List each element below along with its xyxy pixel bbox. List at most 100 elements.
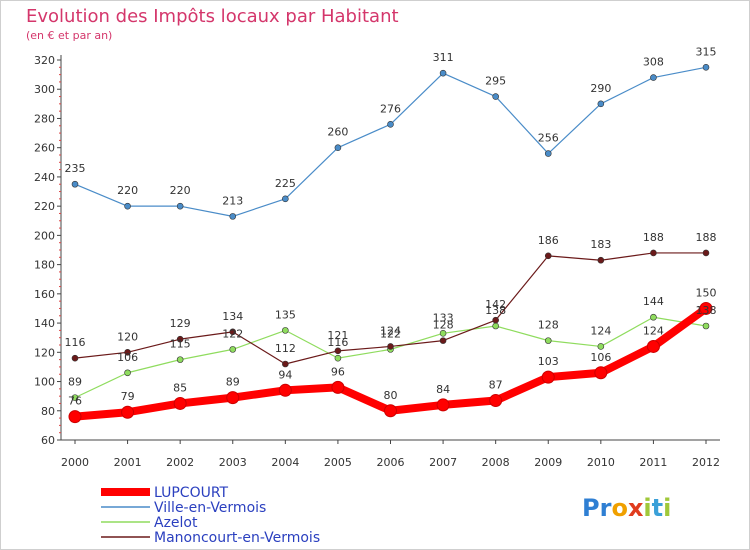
proxiti-logo: Proxiti	[582, 494, 671, 522]
data-point-manoncourt-en-vermois	[544, 252, 552, 260]
data-label-ville-en-vermois: 315	[696, 45, 717, 58]
data-label-lupcourt: 94	[278, 368, 292, 381]
data-point-lupcourt	[68, 410, 82, 424]
y-tick-label: 140	[34, 317, 55, 330]
data-point-ville-en-vermois	[176, 202, 184, 210]
data-label-ville-en-vermois: 308	[643, 56, 664, 69]
data-label-azelot: 115	[170, 338, 191, 351]
data-label-ville-en-vermois: 276	[380, 102, 401, 115]
data-label-azelot: 122	[222, 327, 243, 340]
data-label-ville-en-vermois: 295	[485, 75, 506, 88]
data-label-azelot: 133	[433, 311, 454, 324]
proxiti-logo-text: Proxiti	[582, 494, 671, 522]
data-label-ville-en-vermois: 290	[590, 82, 611, 95]
data-label-manoncourt-en-vermois: 186	[538, 234, 559, 247]
x-tick-label: 2011	[639, 456, 667, 469]
data-point-lupcourt	[278, 383, 292, 397]
data-point-manoncourt-en-vermois	[334, 347, 342, 355]
logo-letter: r	[600, 494, 612, 522]
data-point-manoncourt-en-vermois	[282, 360, 289, 368]
data-label-lupcourt: 124	[643, 324, 664, 337]
x-tick-label: 2006	[377, 456, 405, 469]
data-point-manoncourt-en-vermois	[176, 335, 184, 343]
legend-label-manoncourt-en-vermois: Manoncourt-en-Vermois	[154, 530, 320, 546]
data-point-ville-en-vermois	[282, 195, 289, 203]
data-point-ville-en-vermois	[702, 64, 710, 71]
data-point-azelot	[544, 337, 552, 344]
data-point-ville-en-vermois	[650, 74, 657, 81]
data-label-ville-en-vermois: 220	[170, 184, 191, 197]
data-label-azelot: 128	[538, 319, 559, 332]
y-tick-label: 120	[34, 346, 55, 359]
data-label-lupcourt: 89	[226, 376, 240, 389]
data-point-manoncourt-en-vermois	[229, 328, 237, 336]
data-point-lupcourt	[436, 398, 450, 412]
data-point-azelot	[229, 346, 237, 353]
data-point-azelot	[334, 354, 342, 362]
data-point-lupcourt	[331, 380, 345, 394]
data-point-manoncourt-en-vermois	[702, 249, 710, 257]
data-point-manoncourt-en-vermois	[650, 249, 657, 257]
data-label-ville-en-vermois: 235	[65, 162, 86, 175]
y-tick-label: 200	[34, 229, 55, 242]
data-label-lupcourt: 76	[68, 395, 82, 408]
data-point-manoncourt-en-vermois	[597, 256, 605, 264]
data-label-lupcourt: 80	[384, 389, 398, 402]
data-label-manoncourt-en-vermois: 142	[485, 298, 506, 311]
x-tick-label: 2007	[429, 456, 457, 469]
data-label-manoncourt-en-vermois: 124	[380, 324, 401, 337]
data-point-azelot	[492, 322, 499, 330]
data-point-azelot	[702, 322, 710, 330]
data-label-manoncourt-en-vermois: 121	[327, 329, 348, 342]
data-point-lupcourt	[594, 366, 608, 380]
data-label-lupcourt: 96	[331, 365, 345, 378]
y-tick-label: 280	[34, 112, 55, 125]
x-tick-label: 2009	[534, 456, 562, 469]
data-label-ville-en-vermois: 260	[327, 126, 348, 139]
data-label-ville-en-vermois: 213	[222, 194, 243, 207]
y-tick-label: 160	[34, 288, 55, 301]
data-label-azelot: 144	[643, 295, 664, 308]
legend-label-ville-en-vermois: Ville-en-Vermois	[154, 500, 266, 516]
legend-label-azelot: Azelot	[154, 515, 198, 531]
data-point-lupcourt	[173, 396, 187, 410]
data-label-ville-en-vermois: 225	[275, 177, 296, 190]
data-point-manoncourt-en-vermois	[71, 354, 79, 362]
data-point-azelot	[650, 313, 657, 321]
data-label-lupcourt: 79	[121, 390, 135, 403]
x-tick-label: 2002	[166, 456, 194, 469]
legend-label-lupcourt: LUPCOURT	[154, 485, 229, 501]
logo-letter: P	[582, 494, 600, 522]
data-label-lupcourt: 85	[173, 381, 187, 394]
logo-letter: i	[643, 494, 651, 522]
logo-letter: o	[611, 494, 628, 522]
y-tick-label: 180	[34, 259, 55, 272]
chart-title: Evolution des Impôts locaux par Habitant	[26, 6, 399, 27]
data-label-lupcourt: 103	[538, 355, 559, 368]
data-point-ville-en-vermois	[229, 213, 237, 220]
data-label-manoncourt-en-vermois: 116	[65, 336, 86, 349]
data-point-manoncourt-en-vermois	[439, 337, 447, 344]
data-label-lupcourt: 84	[436, 383, 450, 396]
data-label-lupcourt: 87	[489, 379, 503, 392]
y-tick-label: 220	[34, 200, 55, 213]
axes: 60 80 100 120 140 160 180 200 220 240 260 280 300 320…	[34, 54, 720, 469]
x-tick-label: 2010	[587, 456, 615, 469]
y-tick-label: 260	[34, 142, 55, 155]
data-label-ville-en-vermois: 311	[433, 51, 454, 64]
data-label-azelot: 138	[696, 304, 717, 317]
data-point-ville-en-vermois	[71, 180, 79, 188]
data-point-ville-en-vermois	[387, 121, 394, 128]
data-point-lupcourt	[226, 391, 240, 405]
data-point-ville-en-vermois	[439, 69, 447, 77]
data-point-lupcourt	[699, 301, 713, 315]
y-tick-label: 240	[34, 171, 55, 184]
data-point-ville-en-vermois	[597, 100, 605, 108]
data-point-azelot	[282, 327, 289, 334]
data-label-manoncourt-en-vermois: 134	[222, 310, 243, 323]
x-tick-label: 2003	[219, 456, 247, 469]
data-labels: 235 220 220 213 225 260 276 311 295 256 290 308 315 8…	[65, 45, 717, 407]
data-label-azelot: 138	[485, 304, 506, 317]
data-point-manoncourt-en-vermois	[124, 349, 131, 356]
data-label-manoncourt-en-vermois: 188	[696, 231, 717, 244]
